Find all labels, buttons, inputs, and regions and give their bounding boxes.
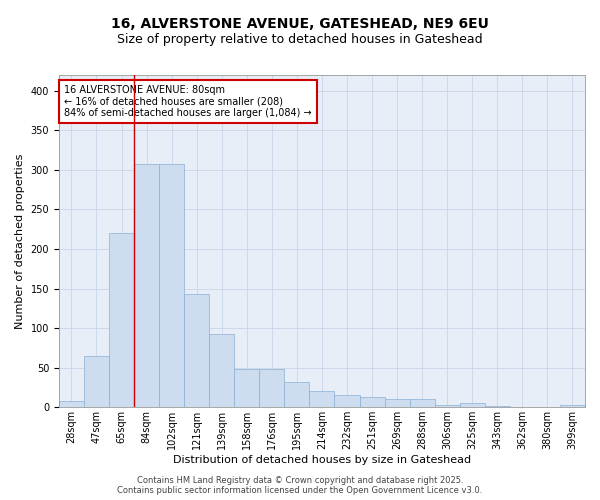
- Bar: [334, 396, 359, 407]
- Bar: [159, 164, 184, 408]
- Text: 16 ALVERSTONE AVENUE: 80sqm
← 16% of detached houses are smaller (208)
84% of se: 16 ALVERSTONE AVENUE: 80sqm ← 16% of det…: [64, 85, 312, 118]
- Bar: [460, 404, 485, 407]
- Bar: [234, 370, 259, 408]
- Bar: [209, 334, 234, 407]
- Bar: [535, 406, 560, 408]
- Bar: [385, 398, 410, 407]
- Bar: [310, 392, 334, 407]
- Bar: [485, 406, 510, 407]
- Bar: [109, 233, 134, 408]
- Text: Contains HM Land Registry data © Crown copyright and database right 2025.
Contai: Contains HM Land Registry data © Crown c…: [118, 476, 482, 495]
- Bar: [410, 398, 434, 407]
- Text: 16, ALVERSTONE AVENUE, GATESHEAD, NE9 6EU: 16, ALVERSTONE AVENUE, GATESHEAD, NE9 6E…: [111, 18, 489, 32]
- Bar: [560, 405, 585, 407]
- Bar: [510, 406, 535, 408]
- Bar: [259, 370, 284, 408]
- Bar: [359, 397, 385, 407]
- Bar: [134, 164, 159, 408]
- Bar: [434, 405, 460, 407]
- Text: Size of property relative to detached houses in Gateshead: Size of property relative to detached ho…: [117, 32, 483, 46]
- Bar: [84, 356, 109, 408]
- Y-axis label: Number of detached properties: Number of detached properties: [15, 154, 25, 329]
- Bar: [284, 382, 310, 407]
- Bar: [59, 401, 84, 407]
- Bar: [184, 294, 209, 408]
- X-axis label: Distribution of detached houses by size in Gateshead: Distribution of detached houses by size …: [173, 455, 471, 465]
